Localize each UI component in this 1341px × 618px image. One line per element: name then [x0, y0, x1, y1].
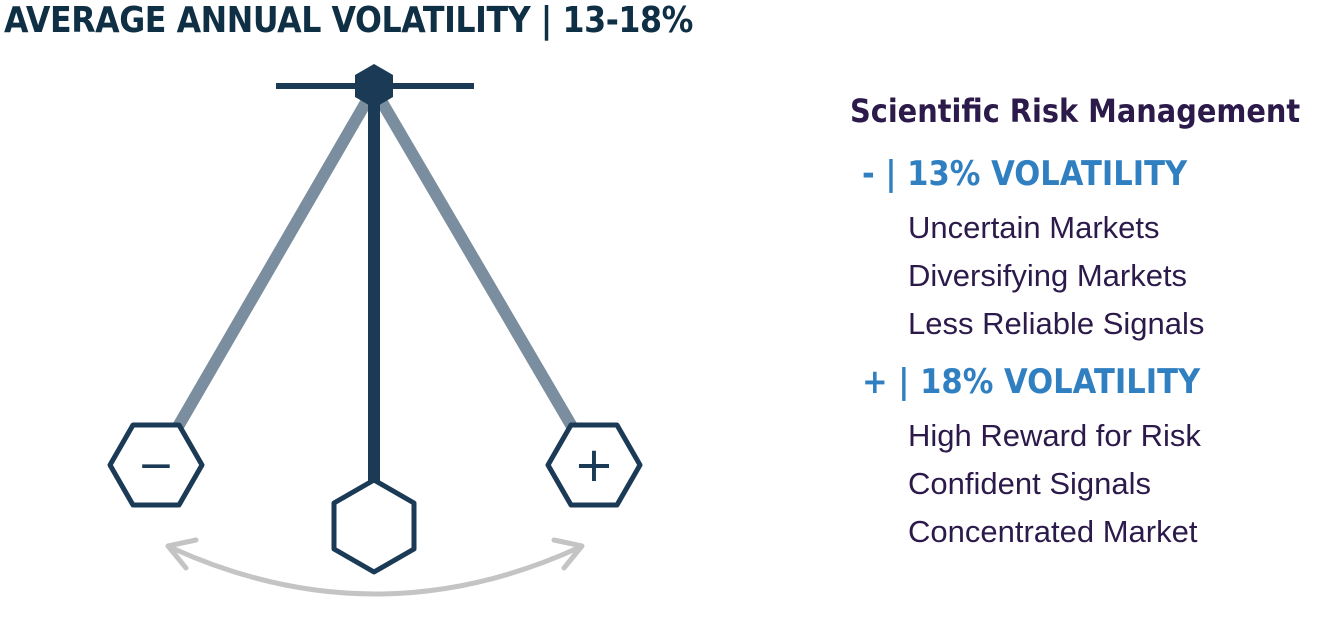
- list-item: Concentrated Market: [908, 514, 1198, 549]
- minus-hexagon-icon: −: [107, 422, 205, 508]
- swing-arrow: [170, 545, 580, 597]
- low-volatility-heading: - | 13% VOLATILITY: [862, 154, 1188, 194]
- plus-symbol: +: [574, 437, 614, 493]
- swing-arrow-left-head: [165, 537, 199, 571]
- list-item: Diversifying Markets: [908, 258, 1188, 293]
- right-pendulum-arm: [370, 86, 580, 436]
- high-volatility-heading: + | 18% VOLATILITY: [862, 362, 1201, 402]
- pendulum-diagram: − +: [107, 64, 643, 597]
- minus-symbol: −: [138, 440, 175, 491]
- center-bob-hexagon-icon: [331, 477, 417, 575]
- panel-heading: Scientific Risk Management: [850, 92, 1301, 130]
- plus-hexagon-icon: +: [545, 422, 643, 508]
- list-item: Confident Signals: [908, 466, 1151, 501]
- left-pendulum-arm: [170, 86, 378, 436]
- low-volatility-group: - | 13% VOLATILITY Uncertain Markets Div…: [850, 154, 1340, 348]
- pivot-hexagon-icon: [355, 64, 393, 108]
- info-panel: Scientific Risk Management - | 13% VOLAT…: [850, 92, 1340, 570]
- list-item: Uncertain Markets: [908, 210, 1160, 245]
- list-item: High Reward for Risk: [908, 418, 1201, 453]
- list-item: Less Reliable Signals: [908, 306, 1205, 341]
- swing-arrow-right-head: [551, 537, 585, 571]
- high-volatility-group: + | 18% VOLATILITY High Reward for Risk …: [850, 362, 1340, 556]
- page-title: AVERAGE ANNUAL VOLATILITY | 13-18%: [4, 0, 693, 41]
